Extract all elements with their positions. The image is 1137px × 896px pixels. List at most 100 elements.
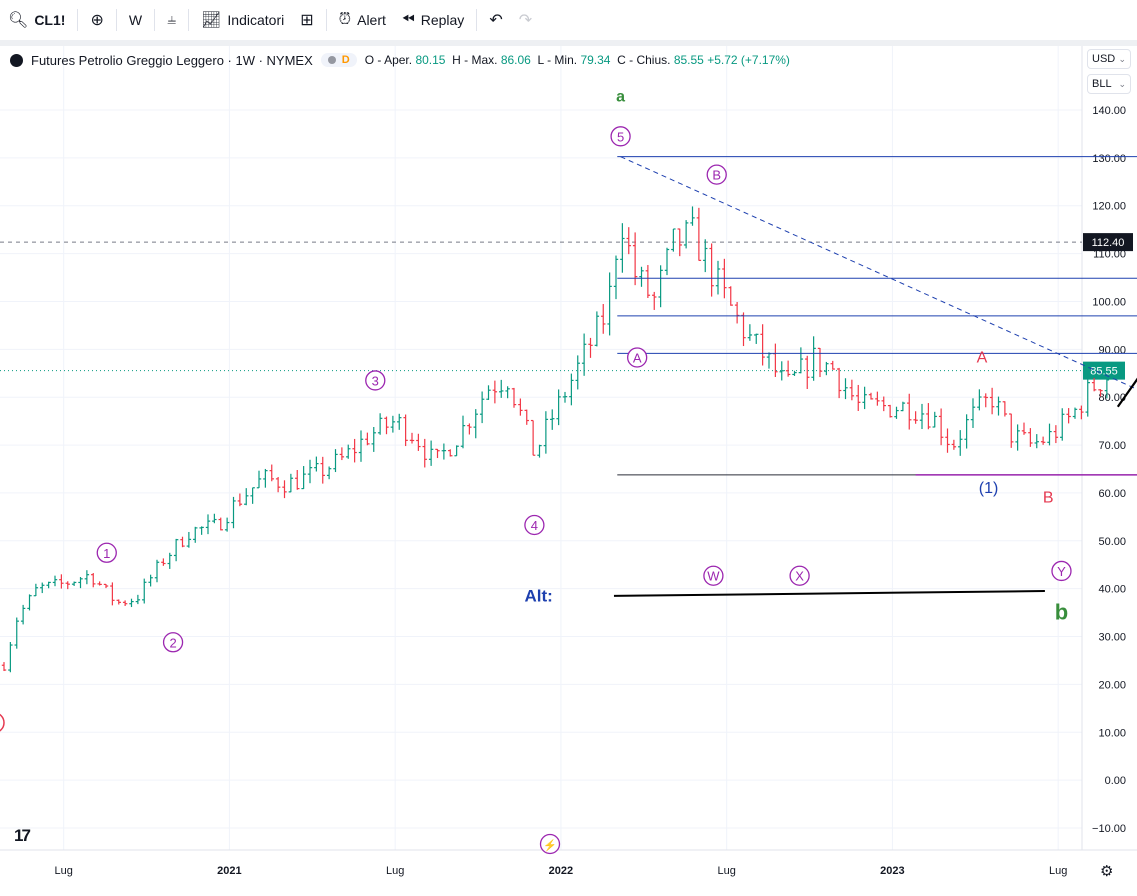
price-bar: [1015, 424, 1020, 451]
price-bar: [792, 370, 797, 376]
plus-circle-icon: ⊕: [90, 12, 104, 29]
y-tick-label: 120.00: [1092, 201, 1126, 213]
undo-button[interactable]: ↶: [481, 0, 510, 40]
wave-label-circled: W: [703, 565, 724, 586]
price-bar: [754, 333, 759, 344]
alert-button[interactable]: ⏰︎ Alert: [331, 0, 394, 40]
redo-button[interactable]: ↷: [511, 0, 540, 40]
price-bar: [569, 373, 574, 406]
price-bar: [377, 413, 383, 435]
price-bar: [499, 379, 504, 398]
price-bar: [110, 582, 115, 606]
x-tick-label: 2023: [880, 865, 904, 877]
bars-chart-icon: ⫨: [167, 11, 177, 28]
tradingview-logo[interactable]: 17: [14, 826, 31, 845]
wave-label-circled: Y: [1051, 560, 1072, 582]
alert-label: Alert: [357, 12, 386, 28]
price-bar: [314, 456, 319, 472]
price-bar: [390, 415, 396, 433]
unit-selector[interactable]: BLL ⌄: [1087, 74, 1131, 94]
wave-label-circled: 5: [610, 126, 631, 147]
replay-button[interactable]: ⏪︎ Replay: [394, 0, 472, 40]
price-bar: [938, 408, 944, 446]
price-bar: [122, 600, 128, 606]
price-bar: [868, 392, 874, 400]
compare-button[interactable]: ⊕: [82, 0, 111, 40]
price-bar: [1021, 422, 1027, 435]
price-bar: [403, 414, 408, 447]
price-bar: [620, 223, 625, 273]
wave-label-text: 5: [617, 129, 624, 144]
price-bar: [900, 401, 906, 412]
wave-label-circled: 4: [524, 514, 545, 536]
price-bar: [588, 337, 593, 358]
x-tick-label: 2021: [217, 865, 241, 877]
price-bar: [416, 433, 421, 451]
price-bar: [747, 324, 753, 341]
price-bar: [78, 577, 83, 589]
price-bar: [333, 449, 338, 473]
grid-icon: ⊞: [300, 12, 314, 29]
toolbar-separator-strip: [0, 40, 1137, 46]
low-label: L - Min.: [537, 53, 578, 67]
fib-retracement: 1 (130.25)0.618 (104.85)0.5 (97.00)0.382…: [617, 156, 1137, 476]
price-bar: [250, 487, 255, 504]
trend-line: [620, 156, 1137, 390]
price-bar: [186, 531, 192, 548]
price-bar: [505, 386, 510, 399]
price-bar: [887, 404, 893, 418]
price-bar: [875, 391, 880, 406]
price-bar: [1053, 425, 1059, 444]
price-bar: [212, 513, 217, 524]
data-status-badge[interactable]: D: [320, 53, 357, 67]
price-bar: [142, 578, 147, 604]
search-icon: 🔍︎: [8, 12, 29, 29]
y-tick-label: 30.00: [1098, 632, 1126, 644]
price-bar: [709, 243, 714, 297]
price-bar: [301, 466, 306, 490]
price-bar: [167, 552, 172, 569]
chart-type-button[interactable]: ⫨: [159, 0, 184, 40]
indicators-button[interactable]: 📈︎ Indicatori: [193, 0, 292, 40]
price-bar: [843, 378, 848, 400]
wave-label-text: 2: [169, 635, 176, 650]
toolbar-divider: [115, 9, 117, 31]
price-bar: [365, 432, 370, 446]
price-bar: [269, 464, 274, 482]
price-bar: [677, 228, 682, 257]
gear-icon[interactable]: ⚙︎: [1100, 863, 1114, 880]
grid-lines: [0, 46, 1082, 850]
price-bar: [1034, 434, 1039, 449]
price-bar: [295, 469, 300, 490]
price-chart[interactable]: 140.00130.00120.00110.00100.0090.0080.00…: [0, 46, 1137, 896]
price-bar: [996, 396, 1001, 416]
wave-label-text: 3: [372, 373, 379, 388]
price-bar: [518, 398, 523, 416]
y-tick-label: 140.00: [1092, 105, 1126, 117]
interval-button[interactable]: W: [121, 0, 150, 40]
symbol-logo-icon: [10, 53, 23, 67]
wave-label-text: B: [712, 168, 721, 183]
lightning-icon: ⚡: [539, 833, 561, 855]
price-bar: [384, 416, 389, 435]
price-bar: [282, 480, 287, 499]
symbol-search-button[interactable]: 🔍︎ CL1!: [0, 0, 73, 40]
price-bar: [773, 343, 778, 377]
price-bar: [524, 409, 529, 425]
chevron-down-icon: ⌄: [1118, 78, 1126, 89]
price-bar: [486, 385, 491, 400]
price-bar: [601, 304, 606, 334]
price-bar: [14, 617, 19, 649]
price-bar: [824, 361, 829, 376]
x-tick-label: Lug: [717, 865, 735, 877]
rewind-icon: ⏪︎: [401, 11, 415, 28]
crosshair-price-label: 112.40: [1092, 237, 1125, 249]
price-bar: [581, 333, 587, 376]
layout-button[interactable]: ⊞: [292, 0, 321, 40]
currency-selector[interactable]: USD ⌄: [1087, 49, 1131, 69]
price-bar: [511, 387, 517, 408]
price-bar: [103, 583, 109, 589]
wave-label: a: [616, 89, 625, 106]
high-label: H - Max.: [452, 53, 498, 67]
wave-label: b: [1055, 600, 1068, 625]
